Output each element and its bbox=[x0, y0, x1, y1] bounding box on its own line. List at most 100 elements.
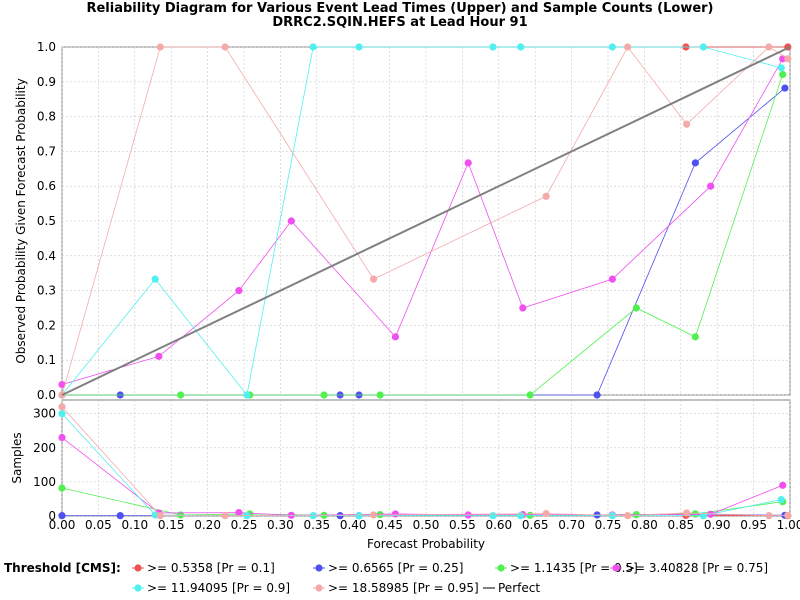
upper-y-tick-label: 1.0 bbox=[37, 40, 56, 54]
x-tick-label: 0.45 bbox=[376, 518, 403, 532]
legend-swatch-marker bbox=[134, 564, 142, 572]
upper-series-line-6 bbox=[61, 46, 791, 396]
legend-entry-label: Perfect bbox=[498, 581, 540, 595]
x-tick-label: 0.05 bbox=[85, 518, 112, 532]
lower-point-5-8 bbox=[784, 511, 792, 519]
upper-y-tick-label: 0.9 bbox=[37, 75, 56, 89]
upper-series-line-4 bbox=[61, 46, 782, 396]
lower-point-5-0 bbox=[58, 403, 66, 411]
upper-y-tick-label: 0.5 bbox=[37, 214, 56, 228]
lower-y-tick-label: 300 bbox=[33, 407, 56, 421]
upper-y-tick-label: 0.3 bbox=[37, 284, 56, 298]
x-tick-label: 0.50 bbox=[413, 518, 440, 532]
upper-y-tick-label: 0.7 bbox=[37, 144, 56, 158]
upper-y-tick-label: 0.1 bbox=[37, 353, 56, 367]
lower-series bbox=[58, 403, 792, 520]
x-tick-label: 0.25 bbox=[231, 518, 258, 532]
lower-point-1-0 bbox=[58, 512, 66, 520]
upper-point-4-6 bbox=[517, 43, 525, 51]
lower-point-5-1 bbox=[156, 512, 164, 520]
upper-y-ticks: 0.0 0.1 0.2 0.3 0.4 0.5 0.6 0.7 0.8 0.9 1.0 bbox=[37, 40, 56, 402]
lower-point-3-2 bbox=[235, 508, 243, 517]
lower-point-4-0 bbox=[58, 410, 66, 418]
upper-point-4-1 bbox=[151, 275, 159, 283]
upper-point-4-8 bbox=[699, 43, 707, 51]
legend-swatch-marker bbox=[497, 564, 505, 572]
upper-point-1-5 bbox=[691, 159, 699, 167]
x-tick-label: 0.80 bbox=[631, 518, 658, 532]
upper-point-2-7 bbox=[691, 333, 699, 341]
upper-point-4-4 bbox=[355, 43, 363, 51]
lower-point-5-7 bbox=[765, 512, 773, 520]
upper-point-4-5 bbox=[489, 43, 497, 51]
lower-point-5-3 bbox=[369, 511, 378, 519]
upper-plot: 0.0 0.1 0.2 0.3 0.4 0.5 0.6 0.7 0.8 0.9 1.0 Observ… bbox=[14, 40, 792, 402]
lower-point-4-3 bbox=[309, 512, 317, 520]
upper-point-5-8 bbox=[784, 55, 792, 63]
upper-point-4-7 bbox=[608, 43, 616, 51]
lower-point-4-4 bbox=[355, 512, 363, 520]
legend-entry-label: >= 1.1435 [Pr = 0.5] bbox=[510, 561, 638, 575]
upper-y-tick-label: 0.8 bbox=[37, 110, 56, 124]
x-tick-label: 0.55 bbox=[449, 518, 476, 532]
legend-title: Threshold [CMS]: bbox=[4, 561, 121, 575]
lower-point-3-5 bbox=[464, 511, 472, 519]
upper-point-2-6 bbox=[632, 304, 640, 312]
upper-point-5-1 bbox=[156, 43, 164, 51]
lower-point-5-2 bbox=[221, 512, 229, 520]
legend-entry-label: >= 18.58985 [Pr = 0.95] bbox=[328, 581, 479, 595]
x-tick-label: 0.30 bbox=[267, 518, 294, 532]
upper-point-5-3 bbox=[369, 275, 378, 283]
upper-point-5-4 bbox=[542, 192, 550, 200]
lower-y-ticks: 0 100 200 300 bbox=[33, 407, 56, 523]
x-tick-label: 0.75 bbox=[595, 518, 622, 532]
upper-point-2-5 bbox=[526, 391, 534, 399]
lower-point-2-7 bbox=[691, 510, 699, 518]
lower-point-1-1 bbox=[116, 512, 124, 520]
x-tick-label: 1.00 bbox=[777, 518, 800, 532]
legend-swatch-marker bbox=[315, 564, 323, 572]
upper-point-3-8 bbox=[707, 182, 715, 190]
x-axis-label: Forecast Probability bbox=[367, 537, 485, 551]
upper-point-3-3 bbox=[287, 217, 295, 225]
x-tick-label: 0.65 bbox=[522, 518, 549, 532]
upper-point-5-5 bbox=[624, 43, 632, 51]
upper-y-tick-label: 0.4 bbox=[37, 249, 56, 263]
upper-point-4-3 bbox=[309, 43, 317, 51]
lower-point-4-9 bbox=[777, 496, 785, 504]
lower-point-5-4 bbox=[542, 510, 550, 518]
x-tick-label: 0.10 bbox=[121, 518, 148, 532]
legend: Threshold [CMS]: >= 0.5358 [Pr = 0.1] >= … bbox=[4, 561, 768, 595]
upper-series bbox=[58, 43, 792, 399]
upper-point-3-2 bbox=[235, 287, 243, 295]
upper-y-tick-label: 0.0 bbox=[37, 388, 56, 402]
upper-point-2-1 bbox=[177, 391, 185, 399]
legend-entry-label: >= 0.6565 [Pr = 0.25] bbox=[328, 561, 463, 575]
chart-title-line2: DRRC2.SQIN.HEFS at Lead Hour 91 bbox=[272, 15, 527, 30]
x-tick-label: 0.00 bbox=[49, 518, 76, 532]
legend-entry-label: >= 0.5358 [Pr = 0.1] bbox=[147, 561, 275, 575]
x-tick-label: 0.60 bbox=[485, 518, 512, 532]
upper-point-3-7 bbox=[608, 275, 616, 283]
lower-point-3-0 bbox=[58, 433, 66, 442]
upper-point-5-7 bbox=[765, 43, 773, 51]
upper-point-4-9 bbox=[777, 64, 785, 72]
lower-y-tick-label: 200 bbox=[33, 441, 56, 455]
legend-entry-label: >= 3.40828 [Pr = 0.75] bbox=[625, 561, 768, 575]
upper-point-3-0 bbox=[58, 380, 66, 389]
upper-point-1-4 bbox=[593, 391, 601, 399]
lower-point-5-5 bbox=[624, 512, 632, 520]
upper-y-tick-label: 0.2 bbox=[37, 318, 56, 332]
upper-point-5-6 bbox=[683, 120, 691, 128]
upper-point-5-2 bbox=[221, 43, 229, 51]
x-tick-label: 0.70 bbox=[558, 518, 585, 532]
upper-y-tick-label: 0.6 bbox=[37, 179, 56, 193]
legend-entry-label: >= 11.94095 [Pr = 0.9] bbox=[147, 581, 290, 595]
x-tick-label: 0.95 bbox=[740, 518, 767, 532]
upper-point-1-6 bbox=[781, 84, 789, 92]
lower-y-tick-label: 100 bbox=[33, 475, 56, 489]
lower-y-axis-label: Samples bbox=[10, 432, 24, 483]
upper-point-3-5 bbox=[464, 159, 472, 167]
